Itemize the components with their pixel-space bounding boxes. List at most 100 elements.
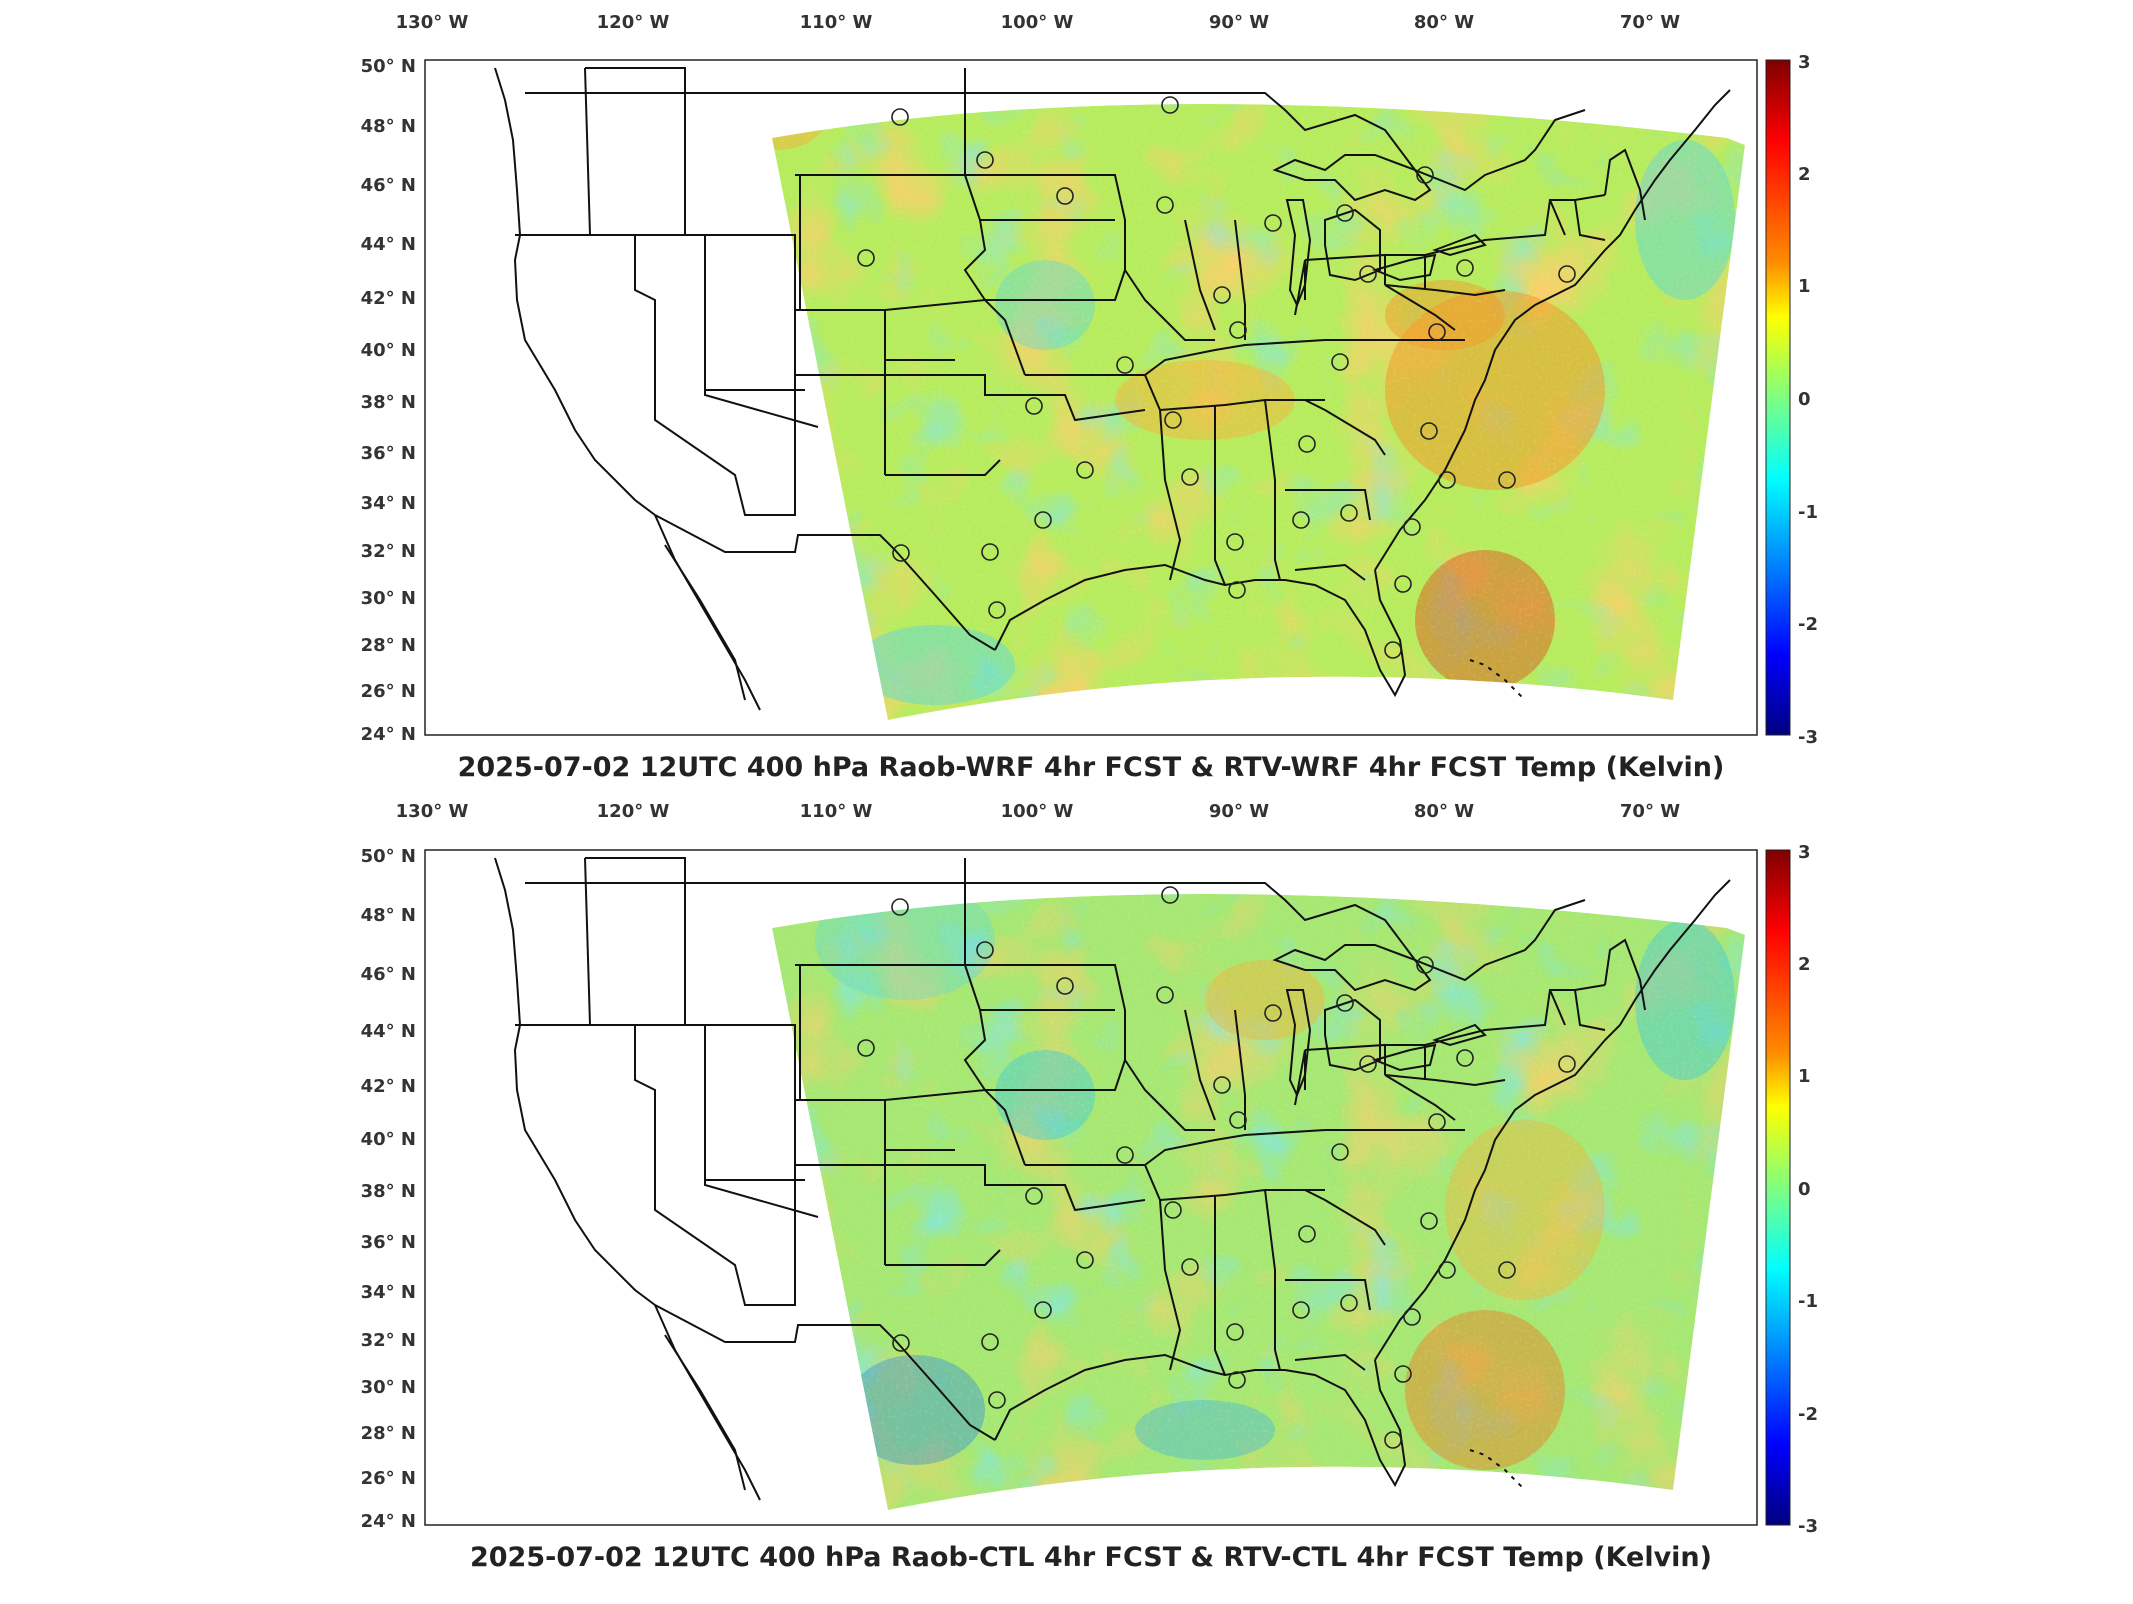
station-circle-icon [1394,575,1412,593]
colorbar-tick: -3 [1798,727,1818,748]
state-boundaries [494,857,1731,1501]
colorbar-tick: 1 [1798,276,1811,297]
station-circle-icon [1403,1308,1421,1326]
lat-label: 42° N [361,1076,416,1097]
station-circle-icon [1226,1323,1244,1341]
station-circle-icon [1428,323,1446,341]
station-circle-icon [891,108,909,126]
lon-label: 100° W [1001,12,1074,33]
lat-label: 24° N [361,1511,416,1532]
station-circle-icon [1264,214,1282,232]
lat-label: 36° N [361,443,416,464]
colorbar-tick: 2 [1798,164,1811,185]
lat-label: 32° N [361,541,416,562]
lat-label: 26° N [361,681,416,702]
lat-label: 40° N [361,340,416,361]
lat-axis-labels: 50° N 48° N 46° N 44° N 42° N 40° N 38° … [361,56,416,745]
station-circle-icon [1292,1301,1310,1319]
lat-label: 38° N [361,1181,416,1202]
station-circle-icon [857,249,875,267]
station-circle-icon [1498,471,1516,489]
station-circle-icon [857,1039,875,1057]
station-circle-icon [1428,1113,1446,1131]
colorbar-tick: -1 [1798,1291,1818,1312]
station-circle-icon [1164,1201,1182,1219]
station-circle-icon [1034,1301,1052,1319]
station-circle-icon [1226,533,1244,551]
colorbar-tick: 2 [1798,954,1811,975]
station-circle-icon [1034,511,1052,529]
station-circle-icon [1331,1143,1349,1161]
station-circle-icon [1420,1212,1438,1230]
lat-label: 32° N [361,1330,416,1351]
temperature-difference-field [772,104,1745,720]
station-circle-icon [892,1334,910,1352]
colorbar-tick: 1 [1798,1066,1811,1087]
colorbar: 3 2 1 0 -1 -2 -3 [1765,52,1818,748]
colorbar-tick: 3 [1798,52,1811,73]
station-circle-icon [1264,1004,1282,1022]
station-circle-icon [976,151,994,169]
lat-label: 24° N [361,724,416,745]
station-circle-icon [1213,1076,1231,1094]
station-circle-icon [1336,994,1354,1012]
lat-label: 50° N [361,846,416,867]
lon-axis-labels: 130° W 120° W 110° W 100° W 90° W 80° W … [396,12,1681,33]
lat-label: 46° N [361,175,416,196]
lon-label: 70° W [1620,12,1680,33]
station-circle-icon [1229,321,1247,339]
station-circle-icon [1076,461,1094,479]
station-circle-icon [1456,259,1474,277]
lon-axis-labels: 130° W 120° W 110° W 100° W 90° W 80° W … [396,801,1681,822]
lon-label: 120° W [597,801,670,822]
station-circle-icon [1213,286,1231,304]
lat-label: 40° N [361,1129,416,1150]
station-circle-icon [976,941,994,959]
station-circle-icon [1056,187,1074,205]
station-circle-icon [1181,468,1199,486]
station-circle-icon [1359,265,1377,283]
colorbar-tick: -2 [1798,614,1818,635]
station-circle-icon [1331,353,1349,371]
station-circle-icon [1229,1111,1247,1129]
station-circle-icon [1181,1258,1199,1276]
lon-label: 130° W [396,12,469,33]
lat-label: 28° N [361,635,416,656]
station-circle-icon [1156,196,1174,214]
lat-label: 30° N [361,1377,416,1398]
station-circle-icon [891,898,909,916]
station-circle-icon [1456,1049,1474,1067]
lat-label: 48° N [361,905,416,926]
station-circle-icon [1025,1187,1043,1205]
station-circle-icon [1298,1225,1316,1243]
lon-label: 80° W [1414,801,1474,822]
lat-label: 28° N [361,1423,416,1444]
lat-label: 26° N [361,1468,416,1489]
lat-label: 34° N [361,1282,416,1303]
station-circle-icon [1340,1294,1358,1312]
lat-label: 42° N [361,288,416,309]
lat-label: 34° N [361,493,416,514]
station-circle-icon [1384,641,1402,659]
lat-label: 44° N [361,234,416,255]
colorbar-tick: -1 [1798,502,1818,523]
map-panel-raob-ctl [424,849,1758,1526]
station-circle-icon [1394,1365,1412,1383]
station-circle-icon [1558,265,1576,283]
colorbar-tick: -2 [1798,1404,1818,1425]
raob-stations [857,96,1576,659]
station-circle-icon [981,543,999,561]
station-circle-icon [1336,204,1354,222]
panel-title: 2025-07-02 12UTC 400 hPa Raob-WRF 4hr FC… [458,752,1725,783]
station-circle-icon [1116,356,1134,374]
lon-label: 80° W [1414,12,1474,33]
lon-label: 70° W [1620,801,1680,822]
station-circle-icon [1498,1261,1516,1279]
temperature-difference-field [772,894,1745,1510]
raob-stations [857,886,1576,1449]
station-circle-icon [1340,504,1358,522]
lat-label: 38° N [361,392,416,413]
station-circle-icon [988,1391,1006,1409]
colorbar-tick: 0 [1798,389,1811,410]
